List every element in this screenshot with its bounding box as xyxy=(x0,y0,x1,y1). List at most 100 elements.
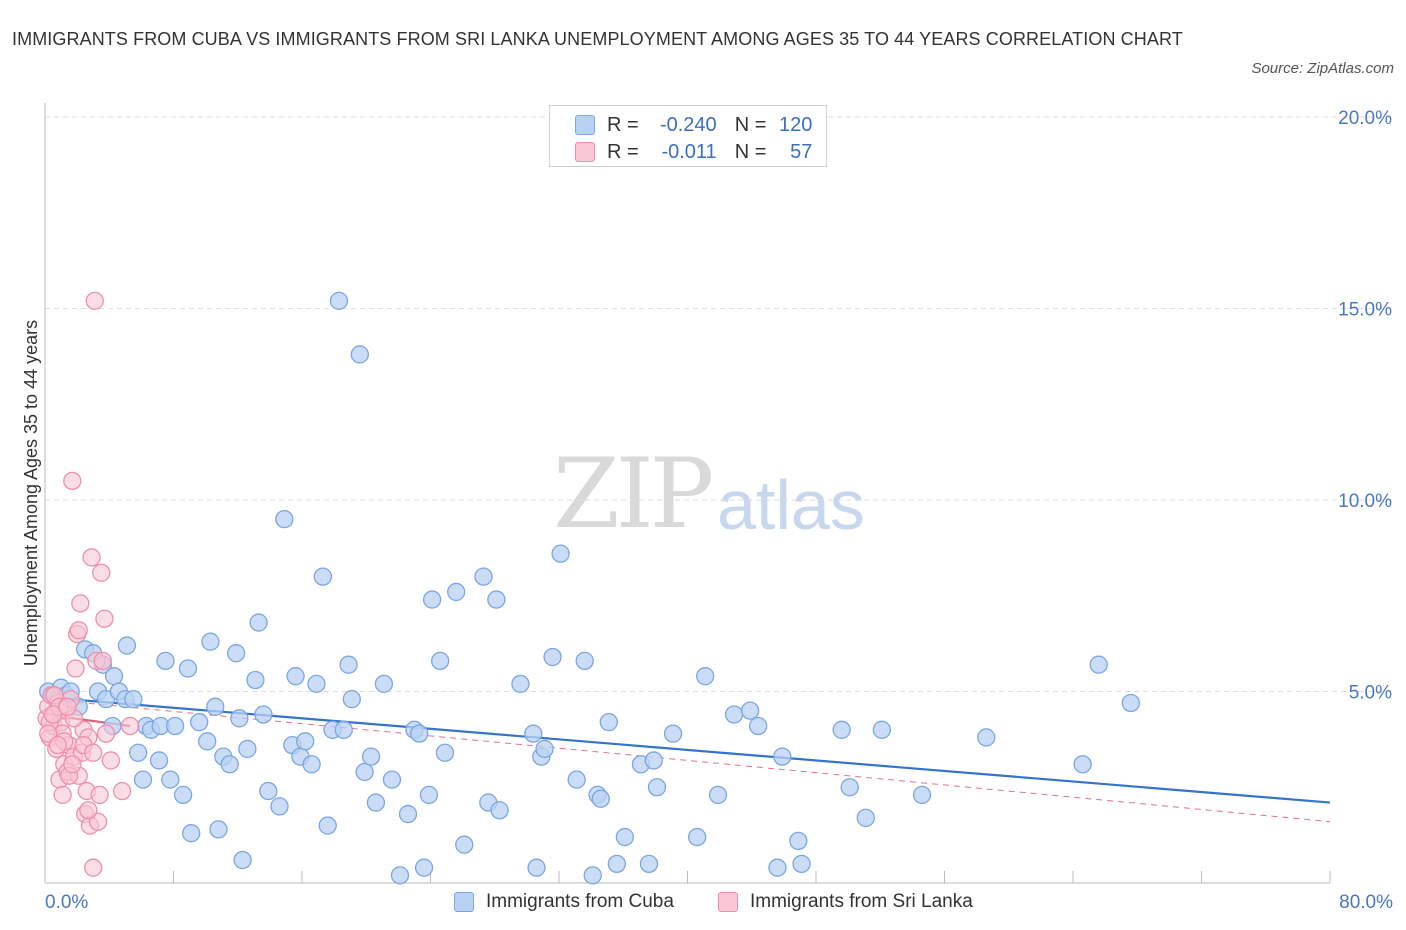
point-cuba xyxy=(708,785,728,805)
point-cuba xyxy=(1073,755,1092,774)
point-cuba xyxy=(567,770,586,789)
point-cuba xyxy=(220,755,239,774)
point-cuba xyxy=(275,510,294,529)
point-srilanka xyxy=(120,716,140,736)
y-axis-label: Unemployment Among Ages 35 to 44 years xyxy=(21,320,41,666)
point-srilanka xyxy=(43,705,63,724)
point-cuba xyxy=(687,827,707,847)
point-cuba xyxy=(165,716,185,736)
point-cuba xyxy=(307,674,326,693)
point-cuba xyxy=(912,785,932,805)
point-cuba xyxy=(740,701,760,720)
point-cuba xyxy=(361,747,381,766)
legend-n-label: N = xyxy=(734,140,767,163)
source-label: Source: ZipAtlas.com xyxy=(1251,60,1394,77)
point-cuba xyxy=(201,632,220,651)
point-cuba xyxy=(419,785,439,805)
point-cuba xyxy=(410,724,429,743)
x-tick-label-max: 80.0% xyxy=(1339,892,1393,913)
point-cuba xyxy=(230,709,249,728)
point-cuba xyxy=(792,854,811,873)
legend-swatch-srilanka xyxy=(575,142,595,162)
point-cuba xyxy=(124,690,143,709)
y-tick-label: 10.0% xyxy=(1338,491,1392,512)
point-cuba xyxy=(422,590,442,609)
point-cuba xyxy=(856,808,875,828)
axes xyxy=(44,103,1331,884)
point-cuba xyxy=(435,743,455,762)
bottom-legend-label-cuba: Immigrants from Cuba xyxy=(486,891,674,912)
point-cuba xyxy=(840,778,859,797)
point-srilanka xyxy=(93,651,112,671)
point-srilanka xyxy=(84,743,103,762)
legend-r-label: R = xyxy=(607,113,639,136)
point-srilanka xyxy=(79,801,98,820)
point-srilanka xyxy=(112,781,132,801)
point-srilanka xyxy=(82,548,101,567)
y-tick-label: 15.0% xyxy=(1338,300,1392,321)
point-cuba xyxy=(182,824,201,843)
legend-r-value-cuba: -0.240 xyxy=(659,113,717,136)
point-cuba xyxy=(129,743,148,762)
point-cuba xyxy=(198,732,217,751)
point-cuba xyxy=(575,651,594,671)
point-cuba xyxy=(551,544,570,563)
point-srilanka xyxy=(90,785,109,805)
point-cuba xyxy=(313,567,333,586)
point-srilanka xyxy=(63,755,82,774)
bottom-legend-swatch-cuba xyxy=(454,892,474,912)
y-tick-label: 20.0% xyxy=(1338,108,1392,129)
point-cuba xyxy=(647,778,667,797)
point-cuba xyxy=(178,659,198,678)
point-cuba xyxy=(355,762,374,782)
point-cuba xyxy=(615,827,635,847)
point-cuba xyxy=(206,697,225,716)
point-cuba xyxy=(161,770,180,789)
point-cuba xyxy=(366,793,386,812)
point-cuba xyxy=(209,820,228,839)
point-cuba xyxy=(296,732,315,751)
point-srilanka xyxy=(53,785,72,805)
point-cuba xyxy=(639,854,659,873)
point-cuba xyxy=(238,739,257,759)
point-cuba xyxy=(644,751,663,770)
bottom-legend-swatch-srilanka xyxy=(718,892,738,912)
point-cuba xyxy=(302,755,321,774)
point-srilanka xyxy=(92,563,111,582)
point-cuba xyxy=(511,674,530,693)
point-cuba xyxy=(527,858,546,877)
tick-labels: 5.0% 10.0% 15.0% 20.0% 0.0% 80.0% xyxy=(45,108,1393,913)
point-cuba xyxy=(254,705,273,724)
point-cuba xyxy=(390,866,410,885)
point-cuba xyxy=(173,785,193,805)
point-srilanka xyxy=(48,735,67,755)
legend-row-srilanka: R = -0.011 N = 57 xyxy=(575,140,812,164)
y-tick-label: 5.0% xyxy=(1349,683,1392,704)
point-cuba xyxy=(1089,655,1108,674)
point-cuba xyxy=(246,670,265,690)
point-cuba xyxy=(133,770,153,789)
point-cuba xyxy=(724,705,744,724)
point-cuba xyxy=(342,690,361,709)
point-cuba xyxy=(535,739,554,759)
correlation-legend: R = -0.240 N = 120 R = -0.011 N = 57 xyxy=(549,105,827,167)
legend-r-label: R = xyxy=(607,140,639,163)
point-cuba xyxy=(249,613,268,632)
point-cuba xyxy=(270,797,289,816)
point-cuba xyxy=(414,858,434,877)
point-cuba xyxy=(789,831,808,851)
point-cuba xyxy=(339,655,358,674)
bottom-legend-cuba: Immigrants from Cuba xyxy=(454,888,674,916)
point-cuba xyxy=(749,716,768,736)
point-cuba xyxy=(583,866,602,885)
legend-n-value-srilanka: 57 xyxy=(790,140,813,163)
point-cuba xyxy=(350,345,369,364)
point-cuba xyxy=(104,667,124,686)
point-cuba xyxy=(832,720,851,739)
point-cuba xyxy=(663,724,683,743)
point-cuba xyxy=(607,854,626,873)
point-srilanka xyxy=(63,471,82,491)
point-srilanka xyxy=(58,697,77,716)
point-cuba xyxy=(318,816,337,835)
